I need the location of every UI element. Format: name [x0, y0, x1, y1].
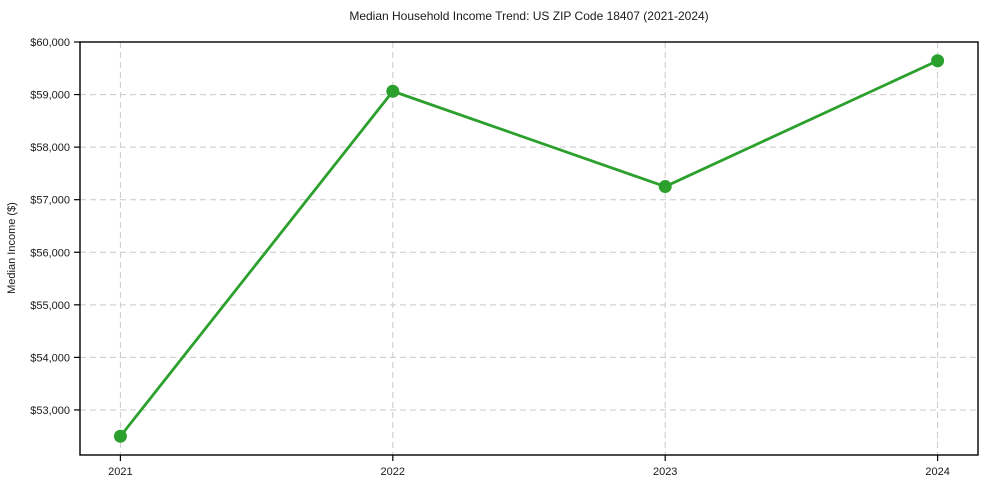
data-point-2023 [658, 180, 672, 194]
y-tick-label: $58,000 [30, 142, 70, 154]
x-tick-label: 2022 [381, 466, 405, 478]
y-tick-label: $59,000 [30, 90, 70, 102]
y-tick-label: $54,000 [30, 352, 70, 364]
data-point-2022 [386, 84, 400, 98]
trend-line [119, 59, 939, 438]
data-point-2021 [113, 429, 127, 443]
y-tick-label: $56,000 [30, 247, 70, 259]
plot-frame [79, 41, 979, 456]
y-tick-label: $57,000 [30, 195, 70, 207]
data-point-2024 [931, 54, 945, 68]
y-tick-label: $60,000 [30, 37, 70, 49]
y-tick-label: $53,000 [30, 405, 70, 417]
x-tick-label: 2023 [653, 466, 677, 478]
x-tick-label: 2024 [925, 466, 949, 478]
chart-title: Median Household Income Trend: US ZIP Co… [349, 9, 709, 23]
x-tick-label: 2021 [108, 466, 132, 478]
y-tick-label: $55,000 [30, 300, 70, 312]
